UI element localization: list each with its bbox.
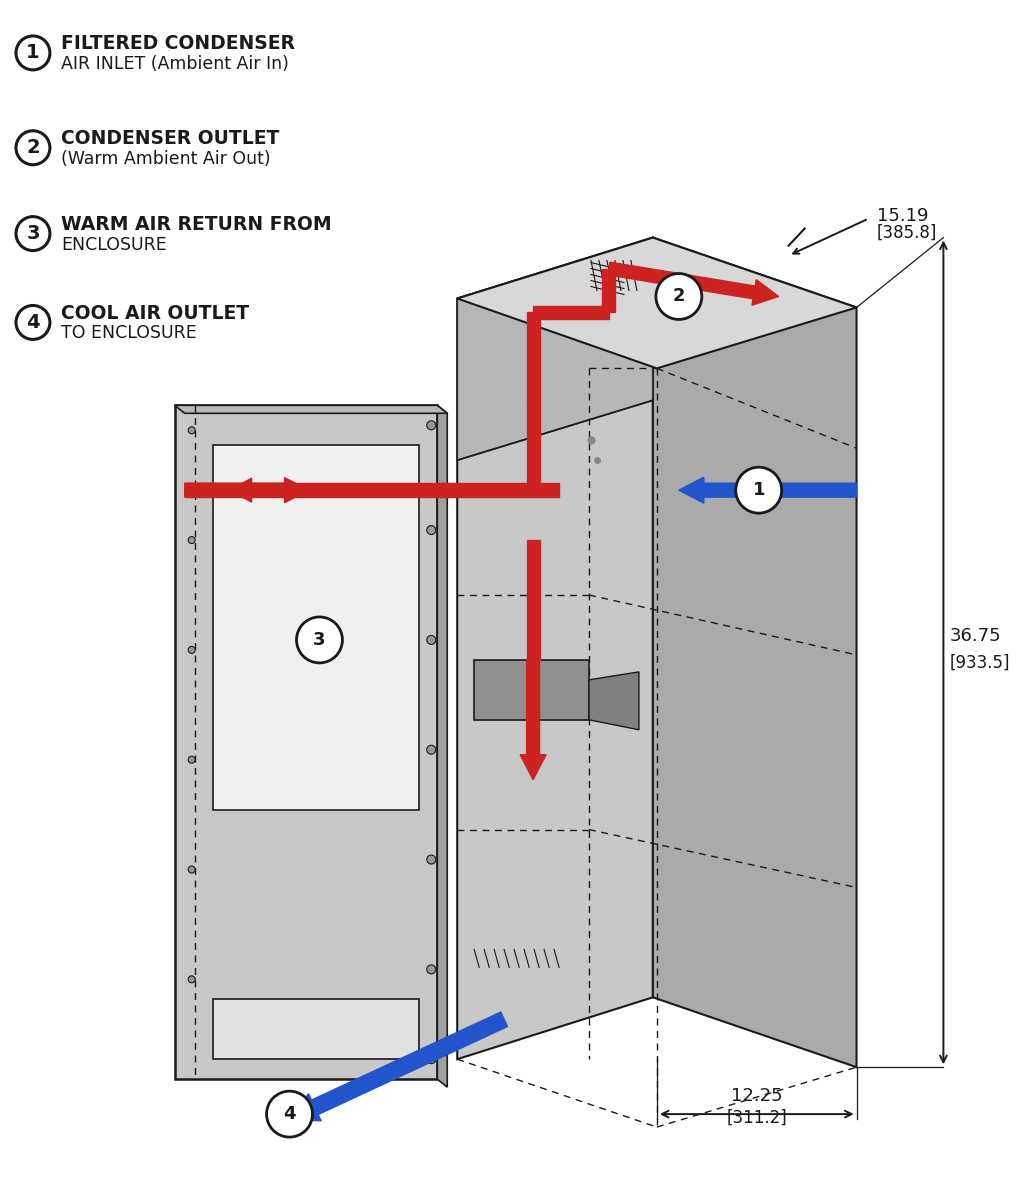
Text: 4: 4 — [27, 313, 40, 332]
Circle shape — [427, 526, 436, 534]
Text: 1: 1 — [27, 44, 40, 62]
Circle shape — [188, 866, 196, 873]
FancyArrow shape — [608, 262, 778, 305]
Circle shape — [297, 617, 342, 663]
FancyArrow shape — [602, 268, 615, 312]
Circle shape — [427, 636, 436, 644]
Circle shape — [427, 855, 436, 864]
Text: 3: 3 — [313, 631, 326, 649]
Text: 3: 3 — [27, 224, 40, 244]
Polygon shape — [474, 660, 589, 720]
Text: 2: 2 — [27, 138, 40, 158]
FancyArrow shape — [526, 312, 540, 400]
Circle shape — [188, 976, 196, 983]
FancyArrow shape — [526, 400, 540, 490]
Text: [385.8]: [385.8] — [877, 224, 937, 241]
Circle shape — [656, 273, 701, 319]
Text: 15.19: 15.19 — [877, 207, 928, 225]
Circle shape — [427, 421, 436, 430]
Text: 36.75: 36.75 — [949, 627, 1001, 645]
Polygon shape — [213, 999, 419, 1059]
Polygon shape — [458, 238, 856, 368]
Polygon shape — [175, 405, 437, 1079]
Polygon shape — [653, 238, 856, 1068]
FancyArrow shape — [679, 477, 856, 503]
FancyArrow shape — [534, 306, 609, 319]
FancyArrow shape — [520, 660, 546, 779]
Text: TO ENCLOSURE: TO ENCLOSURE — [60, 325, 197, 343]
FancyArrow shape — [184, 484, 450, 497]
Circle shape — [266, 1091, 312, 1137]
Circle shape — [188, 646, 196, 653]
Text: 12.25: 12.25 — [731, 1088, 782, 1105]
Polygon shape — [458, 238, 653, 460]
FancyArrow shape — [526, 540, 540, 660]
Text: COOL AIR OUTLET: COOL AIR OUTLET — [60, 304, 249, 322]
Text: 4: 4 — [284, 1105, 296, 1123]
Circle shape — [188, 756, 196, 763]
FancyArrow shape — [290, 1012, 508, 1121]
Circle shape — [427, 745, 436, 754]
Text: (Warm Ambient Air Out): (Warm Ambient Air Out) — [60, 149, 270, 168]
Polygon shape — [589, 672, 639, 730]
Text: [311.2]: [311.2] — [726, 1109, 787, 1128]
Polygon shape — [175, 405, 447, 413]
Text: ENCLOSURE: ENCLOSURE — [60, 235, 167, 253]
Text: CONDENSER OUTLET: CONDENSER OUTLET — [60, 129, 280, 148]
Circle shape — [736, 467, 781, 513]
Circle shape — [188, 427, 196, 434]
Circle shape — [427, 965, 436, 973]
Text: WARM AIR RETURN FROM: WARM AIR RETURN FROM — [60, 215, 332, 234]
Text: [933.5]: [933.5] — [949, 653, 1010, 671]
FancyArrow shape — [439, 484, 559, 497]
Circle shape — [188, 537, 196, 544]
Circle shape — [427, 1055, 436, 1064]
FancyArrow shape — [184, 478, 309, 503]
Polygon shape — [458, 238, 653, 1059]
Text: AIR INLET (Ambient Air In): AIR INLET (Ambient Air In) — [60, 55, 289, 73]
Text: 1: 1 — [753, 481, 765, 499]
Polygon shape — [213, 445, 419, 810]
FancyArrow shape — [229, 478, 439, 503]
Polygon shape — [437, 405, 447, 1088]
Text: FILTERED CONDENSER: FILTERED CONDENSER — [60, 34, 295, 53]
Text: 2: 2 — [673, 287, 685, 306]
